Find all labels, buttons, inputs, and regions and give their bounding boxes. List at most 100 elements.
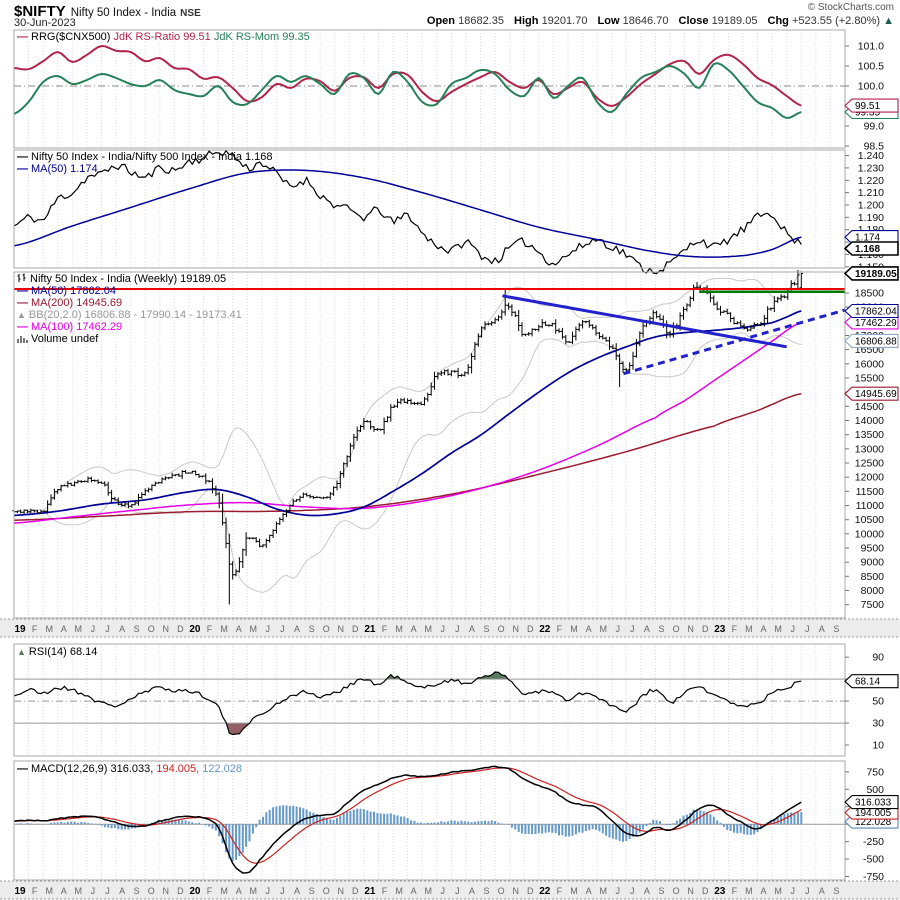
rsi-axis-tick: 30: [872, 718, 884, 730]
ratio-axis-tick: 1.190: [858, 212, 884, 224]
svg-text:F: F: [32, 624, 38, 634]
main-axis-tick: 12000: [855, 472, 884, 484]
svg-text:M: M: [75, 886, 83, 896]
svg-text:A: A: [644, 624, 650, 634]
macd-legend: — MACD(12,26,9) 316.033, 194.005, 122.028: [17, 763, 242, 775]
svg-text:A: A: [586, 886, 592, 896]
svg-text:M: M: [45, 886, 53, 896]
volume-label: Volume undef: [31, 333, 99, 345]
rsi-oversold-fill: [226, 723, 250, 735]
svg-text:F: F: [382, 624, 388, 634]
ma100-icon: —: [17, 321, 28, 333]
svg-text:21: 21: [364, 886, 376, 897]
macd-signal-value: 194.005,: [153, 763, 200, 775]
rsi-line: [13, 671, 802, 736]
rsi-area-icon: ▲: [17, 647, 26, 657]
svg-text:J: J: [455, 886, 460, 896]
svg-text:D: D: [352, 886, 359, 896]
rrg-rs-mom-value: JdK RS-Mom 99.35: [213, 31, 310, 43]
main-price-tag: [844, 333, 899, 348]
rsi-label: RSI(14) 68.14: [28, 646, 98, 658]
svg-text:M: M: [45, 624, 53, 634]
rsi-axis-tick: 50: [872, 696, 884, 708]
main-price-tag: [844, 386, 899, 401]
macd-label: MACD(12,26,9) 316.033,: [31, 763, 154, 775]
svg-text:M: M: [774, 624, 782, 634]
bollinger-icon: ▲: [17, 310, 26, 320]
svg-text:J: J: [455, 624, 460, 634]
main-axis-tick: 11000: [856, 500, 885, 512]
svg-text:M: M: [395, 886, 403, 896]
svg-text:A: A: [61, 624, 67, 634]
copyright-link[interactable]: © StockCharts.com: [807, 2, 894, 13]
rrg-axis-tick: 100.0: [858, 81, 884, 93]
close-label: Close: [678, 15, 709, 27]
svg-text:22: 22: [539, 624, 551, 635]
chart-date: 30-Jun-2023: [14, 17, 76, 29]
svg-text:A: A: [819, 886, 825, 896]
svg-text:D: D: [527, 886, 534, 896]
svg-text:A: A: [411, 624, 417, 634]
svg-text:O: O: [673, 886, 680, 896]
svg-text:J: J: [630, 886, 635, 896]
svg-text:O: O: [148, 886, 155, 896]
macd-line: [13, 765, 802, 874]
svg-text:J: J: [615, 624, 620, 634]
svg-text:A: A: [469, 624, 475, 634]
svg-text:14945.69: 14945.69: [855, 389, 897, 400]
svg-text:M: M: [570, 886, 578, 896]
svg-text:J: J: [91, 624, 96, 634]
low-value: 18646.70: [622, 15, 669, 27]
svg-text:F: F: [557, 624, 563, 634]
svg-text:21: 21: [364, 624, 376, 635]
svg-text:J: J: [790, 886, 795, 896]
svg-text:J: J: [266, 624, 271, 634]
svg-text:N: N: [337, 624, 344, 634]
ratio-ma50-line: [13, 169, 802, 258]
macd-axis-tick: 500: [866, 784, 884, 796]
macd-axis-tick: -750: [863, 871, 884, 883]
rsi-axis-tick: 90: [872, 652, 884, 664]
svg-text:A: A: [119, 624, 125, 634]
svg-text:F: F: [32, 886, 38, 896]
svg-text:F: F: [382, 886, 388, 896]
svg-text:O: O: [673, 624, 680, 634]
svg-text:F: F: [207, 624, 213, 634]
ratio-axis-tick: 1.200: [858, 200, 884, 212]
main-axis-tick: 8500: [861, 571, 885, 583]
svg-text:M: M: [424, 624, 432, 634]
main-axis-tick: 11500: [856, 486, 885, 498]
ratio-axis-tick: 1.230: [858, 162, 884, 174]
macd-line-icon: —: [17, 763, 28, 775]
svg-text:O: O: [323, 624, 330, 634]
svg-text:99.51: 99.51: [855, 101, 880, 112]
ma200-line: [13, 392, 802, 521]
svg-text:A: A: [294, 886, 300, 896]
rsi-panel-border: [13, 643, 846, 757]
main-axis-tick: 13500: [855, 429, 884, 441]
ratio-price-tag: [843, 241, 899, 256]
svg-text:A: A: [294, 624, 300, 634]
main-axis-tick: 14500: [855, 401, 884, 413]
ratio-series-label: Nifty 50 Index - India/Nifty 500 Index -…: [31, 151, 273, 163]
svg-text:S: S: [134, 624, 140, 634]
main-axis-tick: 16000: [855, 358, 884, 370]
svg-text:S: S: [658, 886, 664, 896]
main-axis-tick: 7500: [861, 599, 885, 611]
x-axis-strip: [0, 881, 900, 899]
svg-text:D: D: [527, 624, 534, 634]
svg-text:F: F: [732, 624, 738, 634]
svg-text:M: M: [250, 624, 258, 634]
macd-price-tag: [844, 795, 899, 810]
svg-text:S: S: [309, 624, 315, 634]
svg-text:J: J: [266, 886, 271, 896]
open-value: 18682.35: [458, 15, 504, 27]
rrg-rs-ratio-value: JdK RS-Ratio 99.51: [113, 31, 211, 43]
svg-text:J: J: [441, 886, 446, 896]
rrg-line-icon: —: [17, 31, 28, 43]
svg-text:S: S: [134, 886, 140, 896]
blue-downtrend-line: [502, 294, 787, 349]
open-label: Open: [426, 15, 456, 27]
high-label: High: [514, 15, 539, 27]
main-price-tag: [844, 303, 899, 319]
